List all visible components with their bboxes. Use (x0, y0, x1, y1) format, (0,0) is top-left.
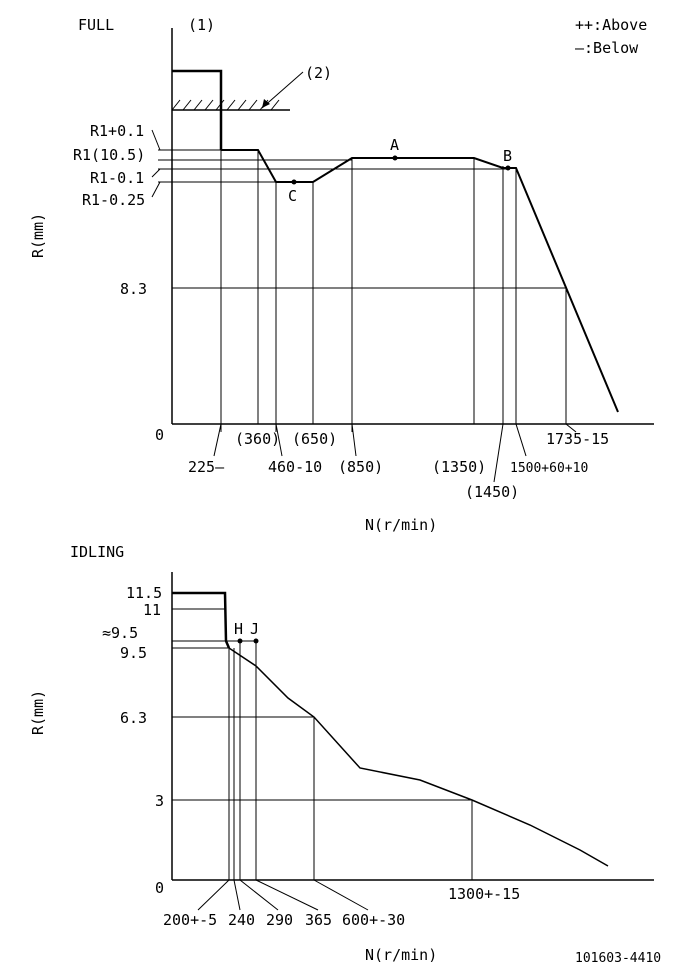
full-note-2: (2) (305, 64, 332, 82)
point-c-marker (291, 179, 297, 185)
full-ylabel-r1plus: R1+0.1 (90, 122, 144, 140)
full-xlabel-360: (360) (235, 430, 280, 448)
full-curve (221, 149, 619, 413)
full-xlabel: N(r/min) (365, 516, 437, 534)
idling-title: IDLING (70, 543, 124, 561)
idl-leader-200 (197, 879, 230, 911)
full-leader-r1minus025 (151, 181, 161, 198)
full-point-c: C (288, 187, 297, 205)
point-a-marker (392, 155, 398, 161)
idling-ylabel-63: 6.3 (120, 709, 147, 727)
full-leader-1500 (515, 423, 527, 457)
full-ylabel-0: 0 (155, 426, 164, 444)
idl-leader-240 (233, 879, 241, 911)
full-upper-step (172, 69, 223, 150)
idling-xlabel-365: 365 (305, 911, 332, 929)
point-j-marker (253, 638, 259, 644)
full-leader-1450 (493, 423, 504, 483)
idling-xlabel-200: 200+-5 (163, 911, 217, 929)
idling-ylabel-115: 11.5 (126, 584, 162, 602)
full-ylabel: R(mm) (29, 213, 47, 258)
note2-arrow (262, 99, 270, 108)
idling-xlabel-290: 290 (266, 911, 293, 929)
stopper-hatching (171, 99, 280, 111)
idling-xlabel-1300: 1300+-15 (448, 885, 520, 903)
idling-point-h: H (234, 620, 243, 638)
full-ylabel-r1minus: R1-0.1 (90, 169, 144, 187)
idl-upper-step (172, 591, 231, 649)
legend-above: ++:Above (575, 16, 647, 34)
point-b-marker (505, 165, 511, 171)
note2-leader (261, 71, 304, 109)
point-h-marker (237, 638, 243, 644)
doc-id: 101603-4410 (575, 951, 661, 966)
idling-ylabel-95a: ≈9.5 (102, 624, 138, 642)
idling-ylabel: R(mm) (29, 690, 47, 735)
full-leader-850 (351, 423, 357, 457)
legend-below: —:Below (575, 39, 639, 57)
full-xlabel-850: (850) (338, 458, 383, 476)
full-note-1: (1) (188, 16, 215, 34)
full-xlabel-460: 460-10 (268, 458, 322, 476)
idling-ylabel-11: 11 (143, 601, 161, 619)
full-ylabel-83: 8.3 (120, 280, 147, 298)
full-xlabel-1500: 1500+60+10 (510, 461, 588, 476)
full-point-b: B (503, 147, 512, 165)
idling-ylabel-3: 3 (155, 792, 164, 810)
full-point-a: A (390, 136, 399, 154)
full-xlabel-1735: 1735-15 (546, 430, 609, 448)
full-ylabel-r1minus025: R1-0.25 (82, 191, 145, 209)
idling-xlabel-600: 600+-30 (342, 911, 405, 929)
idl-leader-600 (313, 879, 369, 911)
idl-curve (228, 647, 609, 867)
full-ylabel-r1: R1(10.5) (73, 146, 145, 164)
idl-leader-290 (239, 879, 279, 911)
idling-point-j: J (250, 620, 259, 638)
full-xlabel-1350: (1350) (432, 458, 486, 476)
full-leader-r1minus (151, 168, 161, 178)
idling-xlabel: N(r/min) (365, 946, 437, 964)
idling-ylabel-0: 0 (155, 879, 164, 897)
full-leader-460 (275, 423, 283, 457)
full-xlabel-650: (650) (292, 430, 337, 448)
idl-leader-365 (255, 879, 319, 911)
full-title: FULL (78, 16, 114, 34)
full-xlabel-1450: (1450) (465, 483, 519, 501)
full-leader-1735 (565, 423, 577, 433)
full-leader-r1plus (151, 129, 161, 151)
idling-xlabel-240: 240 (228, 911, 255, 929)
idling-ylabel-95: 9.5 (120, 644, 147, 662)
full-leader-225 (213, 423, 222, 457)
full-xlabel-225: 225— (188, 458, 225, 476)
